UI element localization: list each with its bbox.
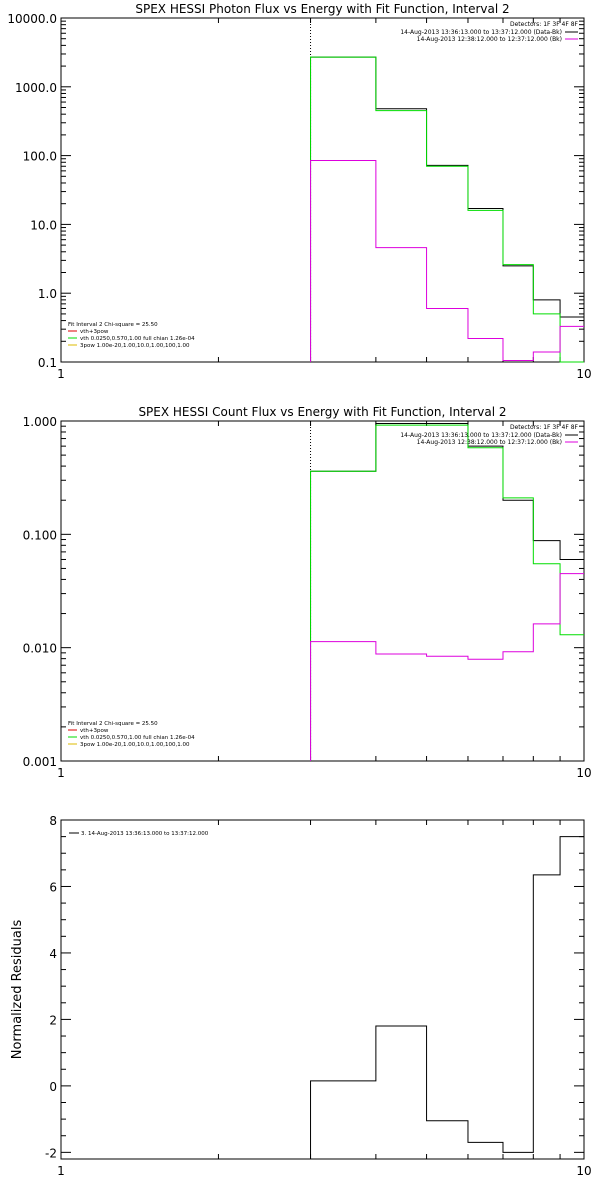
y-tick-label: 100.0 (23, 150, 57, 164)
legend-fit-header: Fit Interval 2 Chi-square = 25.50 (68, 322, 158, 328)
legend-entry-label: 3pow 1.00e-20,1.00,10.0,1.00,100,1.00 (80, 742, 190, 748)
y-tick-label: -2 (45, 1146, 57, 1160)
y-tick-label: 10.0 (30, 218, 57, 232)
x-tick-label: 1 (57, 766, 65, 780)
series-line-3 (310, 573, 584, 761)
legend-fit-header: Fit Interval 2 Chi-square = 25.50 (68, 721, 158, 727)
y-tick-label: 0.1 (38, 356, 57, 370)
y-tick-label: 6 (49, 880, 57, 894)
plot-frame (60, 819, 585, 1160)
legend-entry-label: vth+3pow (80, 329, 109, 335)
y-tick-label: 0.001 (23, 755, 57, 769)
legend-entry-label: 3. 14-Aug-2013 13:36:13.000 to 13:37:12.… (81, 831, 209, 837)
legend-entry-label: vth 0.0250,0.570,1.00 full chian 1.26e-0… (80, 336, 195, 342)
chart-panel-2: SPEX HESSI Count Flux vs Energy with Fit… (23, 405, 592, 780)
series-line-1 (310, 56, 584, 362)
y-tick-label: 0.100 (23, 528, 57, 542)
y-tick-label: 0.010 (23, 642, 57, 656)
plot-frame (60, 420, 585, 762)
y-tick-label: 10000.0 (7, 12, 57, 26)
legend-entry-label: vth+3pow (80, 728, 109, 734)
x-tick-label: 1 (57, 1164, 65, 1178)
x-tick-label: 10 (576, 367, 591, 381)
legend-detectors: Detectors: 1F 3F 4F 8F (510, 21, 579, 28)
y-tick-label: 1.0 (38, 287, 57, 301)
series-line-1 (310, 423, 584, 761)
y-tick-label: 0 (49, 1080, 57, 1094)
y-tick-label: 1000.0 (15, 81, 57, 95)
chart-panel-3: Normalized Residuals 1 10 8 6 4 2 0 -2 3. 14-Aug-… (10, 814, 592, 1178)
x-tick-label: 10 (576, 766, 591, 780)
chart-title: SPEX HESSI Count Flux vs Energy with Fit… (138, 405, 506, 419)
y-tick-label: 8 (49, 814, 57, 828)
y-tick-label: 2 (49, 1013, 57, 1027)
chart-panel-1: SPEX HESSI Photon Flux vs Energy with Fi… (7, 2, 591, 381)
chart-title: SPEX HESSI Photon Flux vs Energy with Fi… (135, 2, 509, 16)
y-tick-label: 1.000 (23, 415, 57, 429)
series-line-1 (310, 836, 584, 1159)
legend-entry-label: 14-Aug-2013 12:38:12.000 to 12:37:12.000… (417, 36, 562, 43)
y-tick-label: 4 (49, 947, 57, 961)
series-line-2 (310, 56, 584, 363)
x-tick-label: 10 (576, 1164, 591, 1178)
plot-frame (60, 17, 585, 363)
y-axis-label: Normalized Residuals (10, 920, 25, 1060)
legend-detectors: Detectors: 1F 3F 4F 8F (510, 424, 579, 431)
legend-entry-label: vth 0.0250,0.570,1.00 full chian 1.26e-0… (80, 735, 195, 741)
legend-entry-label: 14-Aug-2013 13:36:13.000 to 13:37:12.000… (400, 29, 562, 36)
legend-entry-label: 3pow 1.00e-20,1.00,10.0,1.00,100,1.00 (80, 343, 190, 349)
legend-entry-label: 14-Aug-2013 12:38:12.000 to 12:37:12.000… (417, 439, 562, 446)
series-line-3 (310, 159, 584, 362)
x-tick-label: 1 (57, 367, 65, 381)
series-line-2 (310, 424, 584, 761)
legend-entry-label: 14-Aug-2013 13:36:13.000 to 13:37:12.000… (400, 432, 562, 439)
